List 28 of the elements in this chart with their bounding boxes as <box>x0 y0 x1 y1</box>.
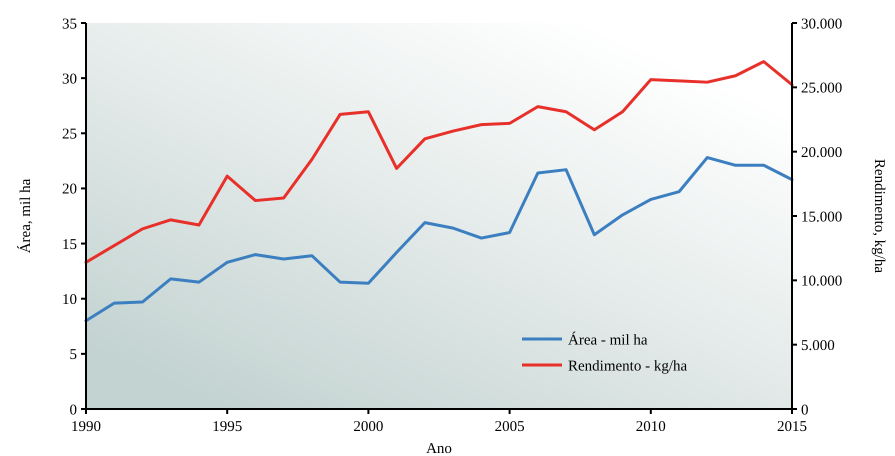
y-tick-label: 10 <box>62 292 77 308</box>
y-tick-label: 5 <box>70 347 77 364</box>
x-tick-label: 2010 <box>636 419 666 435</box>
y2-tick-label: 15.000 <box>801 209 842 226</box>
y2-tick-label: 20.000 <box>801 144 842 161</box>
x-tick-label: 2015 <box>777 419 807 435</box>
y2-tick-label: 30.000 <box>801 16 842 32</box>
y2-tick-label: 5.000 <box>801 338 835 354</box>
x-tick-label: 1995 <box>212 419 242 435</box>
y-axis-title: Área, mil ha <box>17 178 34 254</box>
y2-tick-label: 10.000 <box>801 274 842 290</box>
y-tick-label: 30 <box>62 71 77 88</box>
y-tick-label: 20 <box>62 182 77 198</box>
line-series <box>84 60 794 264</box>
y2-tick-label: 25.000 <box>801 80 842 97</box>
x-axis-title: Ano <box>426 441 452 456</box>
y-tick-label: 0 <box>70 402 77 418</box>
y2-tick-label: 0 <box>801 402 808 418</box>
line-series <box>84 156 794 322</box>
legend-label: Rendimento - kg/ha <box>568 358 688 374</box>
y-tick-label: 25 <box>62 126 77 143</box>
y2-axis-title: Rendimento, kg/ha <box>871 158 887 274</box>
legend-label: Área - mil ha <box>568 331 648 348</box>
y-tick-label: 15 <box>62 236 77 253</box>
x-tick-label: 1990 <box>71 419 101 435</box>
x-tick-label: 2005 <box>494 419 525 435</box>
y-tick-label: 35 <box>62 16 77 32</box>
x-tick-label: 2000 <box>353 419 384 435</box>
